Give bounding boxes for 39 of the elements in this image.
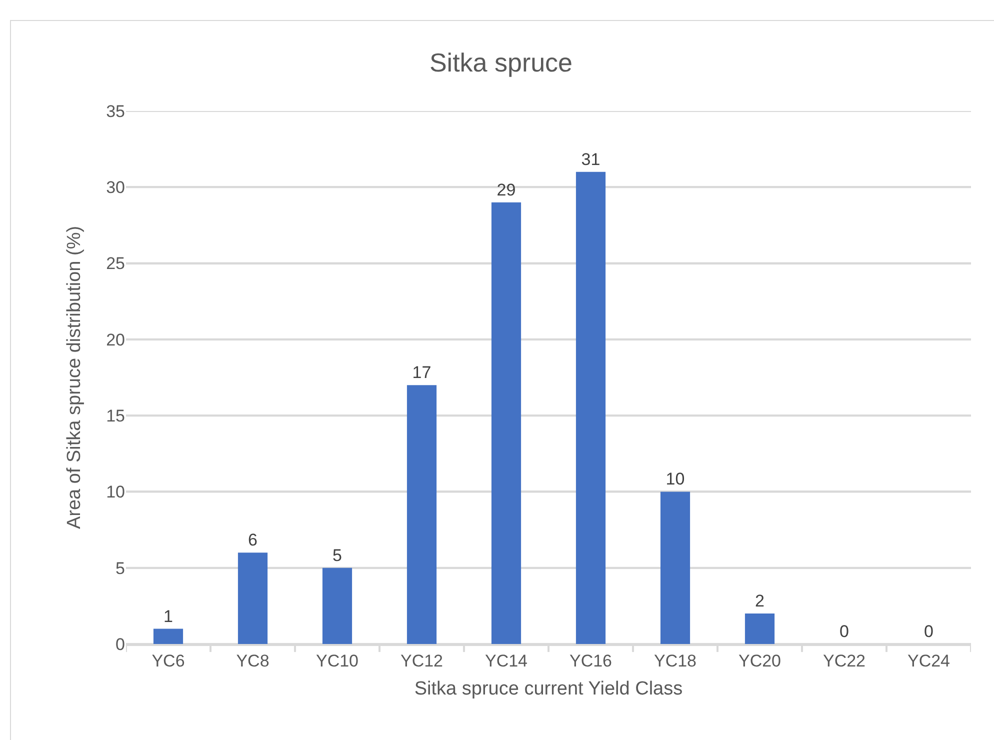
bar — [744, 614, 775, 644]
bar — [576, 172, 606, 644]
y-tick-label: 0 — [116, 634, 125, 654]
bar — [153, 628, 184, 644]
x-tick-label: YC20 — [738, 651, 782, 670]
data-label: 6 — [248, 530, 258, 550]
chart-title: Sitka spruce — [429, 48, 573, 78]
x-tick-label: YC14 — [484, 651, 528, 670]
x-tick-label: YC10 — [316, 651, 359, 670]
x-tick-label: YC8 — [236, 651, 270, 670]
bar — [322, 568, 352, 644]
data-label: 1 — [164, 606, 173, 626]
y-tick-label: 15 — [106, 406, 125, 426]
bar — [406, 385, 437, 644]
bar — [491, 202, 522, 644]
x-tick-label: YC6 — [152, 651, 185, 670]
y-tick-label: 10 — [106, 482, 125, 502]
data-label: 29 — [496, 180, 516, 200]
data-label: 31 — [581, 150, 600, 169]
y-tick-label: 30 — [106, 178, 125, 198]
y-axis-title: Area of Sitka spruce distribution (%) — [64, 226, 85, 530]
data-label: 10 — [666, 470, 685, 489]
bar — [660, 492, 690, 644]
y-tick-label: 35 — [106, 102, 125, 121]
data-label: 2 — [755, 592, 764, 611]
x-axis-title: Sitka spruce current Yield Class — [414, 678, 683, 700]
y-tick-label: 5 — [116, 558, 125, 578]
y-tick-label: 25 — [106, 254, 125, 274]
data-label: 0 — [924, 622, 934, 641]
x-tick-label: YC18 — [654, 651, 697, 670]
bar — [238, 552, 268, 644]
data-label: 17 — [412, 363, 432, 382]
x-tick-label: YC16 — [569, 651, 612, 670]
data-label: 5 — [332, 546, 342, 565]
x-tick-label: YC12 — [400, 651, 444, 670]
x-tick-label: YC24 — [907, 651, 950, 670]
x-tick-label: YC22 — [822, 651, 866, 670]
y-tick-label: 20 — [106, 330, 125, 350]
data-label: 0 — [840, 622, 849, 641]
